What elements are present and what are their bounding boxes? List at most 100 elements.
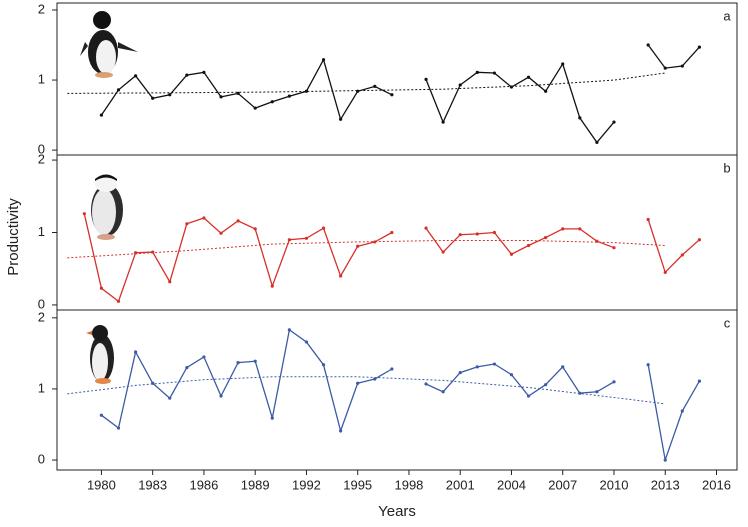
data-point (390, 367, 394, 371)
trend-line (67, 240, 666, 259)
data-point (219, 394, 223, 398)
data-point (202, 216, 206, 220)
x-tick-label: 2004 (497, 477, 526, 492)
data-point (680, 64, 684, 68)
data-point (526, 394, 531, 398)
data-point (236, 219, 240, 223)
data-point (253, 359, 257, 363)
data-point (356, 244, 360, 248)
x-tick-label: 2010 (600, 477, 629, 492)
data-point (492, 362, 496, 366)
data-point (321, 363, 326, 367)
data-point (561, 227, 565, 231)
data-point (424, 226, 428, 230)
data-point (99, 113, 104, 117)
data-point (339, 429, 343, 433)
y-tick-label: 1 (38, 71, 45, 86)
data-point (663, 66, 667, 70)
x-tick-label: 2001 (446, 477, 475, 492)
data-point (339, 274, 343, 278)
data-point (373, 240, 377, 244)
data-point (595, 140, 599, 144)
data-point (492, 230, 496, 235)
data-point (492, 71, 496, 75)
data-point (151, 381, 155, 385)
data-point (321, 58, 326, 62)
data-point (185, 73, 189, 77)
data-point (509, 373, 514, 377)
data-point (287, 94, 291, 98)
data-point (339, 117, 343, 121)
data-point (151, 250, 155, 254)
y-tick-label: 1 (38, 380, 45, 395)
data-point (151, 96, 155, 100)
x-tick-label: 2007 (548, 477, 577, 492)
data-point (544, 383, 548, 387)
data-point (321, 226, 326, 230)
data-point (612, 380, 616, 384)
data-point (236, 91, 240, 95)
data-point (595, 390, 599, 394)
x-tick-label: 1983 (138, 477, 167, 492)
data-point (270, 100, 274, 104)
data-point (219, 95, 223, 99)
data-point (168, 93, 172, 97)
data-point (287, 238, 291, 242)
data-point (509, 252, 514, 256)
y-tick-label: 0 (38, 142, 45, 157)
data-point (304, 340, 309, 344)
data-point (544, 89, 548, 93)
panel-frame (56, 309, 738, 471)
data-point (202, 70, 206, 74)
data-point (356, 89, 360, 93)
data-point (287, 328, 291, 332)
data-point (270, 416, 274, 420)
data-point (133, 350, 138, 354)
data-point (544, 235, 548, 240)
data-point (356, 381, 360, 385)
data-point (236, 361, 240, 365)
data-point (373, 377, 377, 381)
data-point (185, 366, 189, 370)
x-tick-label: 1995 (343, 477, 372, 492)
data-point (680, 409, 684, 413)
panel-label: a (723, 8, 731, 23)
data-point (663, 458, 667, 462)
data-point (253, 227, 257, 231)
data-point (373, 84, 377, 88)
data-point (441, 250, 445, 254)
data-point (304, 89, 309, 93)
y-tick-label: 2 (38, 309, 45, 324)
series-line (101, 328, 700, 463)
data-point (697, 45, 702, 49)
data-point (390, 230, 394, 235)
data-point (390, 93, 394, 97)
data-point (270, 284, 274, 288)
data-point (99, 413, 104, 417)
data-point (612, 120, 616, 124)
y-axis-label: Productivity (5, 198, 22, 276)
x-axis-label: Years (378, 503, 416, 520)
y-tick-label: 2 (38, 1, 45, 16)
panel-frame (56, 2, 738, 156)
data-point (185, 222, 189, 226)
y-tick-label: 2 (38, 152, 45, 167)
y-tick-label: 0 (38, 451, 45, 466)
y-tick-label: 1 (38, 224, 45, 239)
data-point (561, 62, 565, 66)
panel-frame (56, 154, 738, 311)
trend-line (67, 72, 666, 94)
data-point (458, 83, 462, 87)
data-point (475, 70, 479, 74)
data-point (441, 390, 445, 394)
x-tick-label: 1986 (189, 477, 218, 492)
data-point (612, 246, 616, 250)
penguin-chinstrap (91, 174, 123, 240)
data-point (424, 77, 428, 81)
data-point (458, 233, 462, 237)
data-point (133, 251, 138, 255)
data-point (99, 286, 104, 290)
data-point (697, 238, 702, 242)
penguin-adelie (80, 11, 138, 78)
